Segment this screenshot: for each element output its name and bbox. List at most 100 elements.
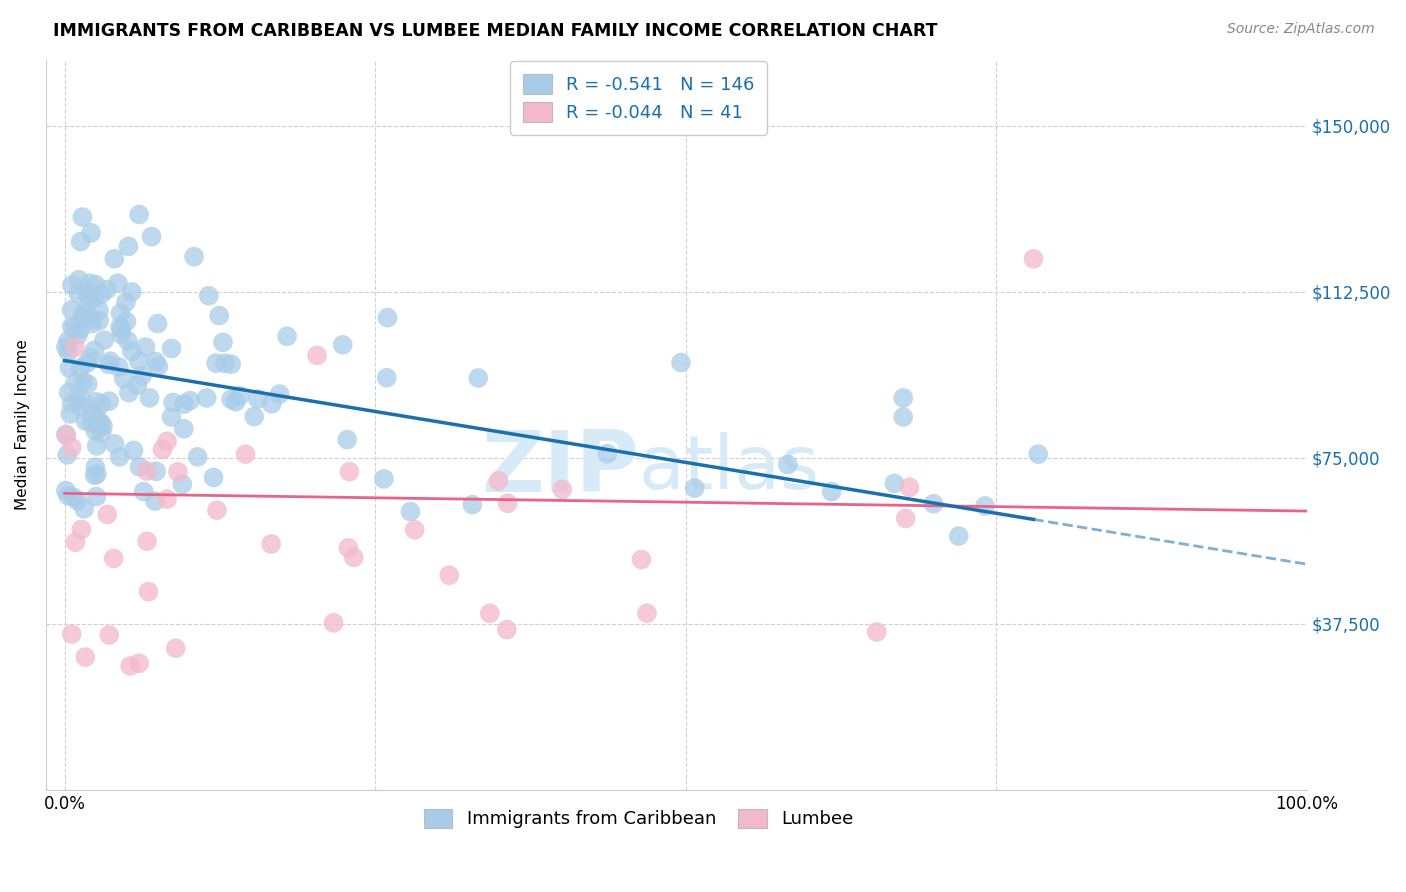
Point [58,344,80,359]
Point [69,322,91,336]
Point [148,359,170,374]
Point [86,467,108,482]
Point [55,427,77,442]
Point [110,327,132,342]
Point [104,437,127,451]
Point [205,503,228,517]
Point [58,385,80,400]
Point [76,356,98,370]
Point [138,584,160,599]
Point [91,419,114,434]
Point [83,292,105,306]
Point [90,425,112,440]
Point [80,407,103,421]
Point [669,355,692,369]
Point [173,397,195,411]
Point [235,447,257,461]
Point [187,450,209,464]
Point [214,356,236,370]
Point [336,433,359,447]
Point [131,368,153,383]
Point [135,464,157,478]
Point [630,552,652,566]
Point [73,501,96,516]
Point [76,287,98,301]
Point [219,357,242,371]
Point [55,340,77,354]
Point [260,397,283,411]
Point [337,541,360,555]
Point [55,483,77,498]
Point [108,320,131,334]
Point [146,317,169,331]
Point [72,307,94,321]
Point [776,458,799,472]
Point [134,340,156,354]
Point [307,348,329,362]
Point [60,441,83,455]
Point [87,303,110,318]
Point [79,277,101,291]
Point [60,319,83,334]
Point [70,400,93,414]
Point [150,442,173,457]
Point [59,407,82,421]
Point [145,464,167,478]
Point [208,309,231,323]
Point [156,492,179,507]
Point [143,494,166,508]
Point [461,498,484,512]
Point [75,414,97,428]
Point [98,628,121,642]
Point [467,371,489,385]
Point [219,392,242,407]
Point [72,310,94,324]
Point [120,659,142,673]
Point [83,343,105,358]
Point [70,522,93,536]
Point [339,465,361,479]
Point [67,273,90,287]
Point [551,483,574,497]
Point [165,641,187,656]
Point [894,511,917,525]
Point [866,624,889,639]
Point [141,229,163,244]
Point [118,385,141,400]
Point [229,389,252,403]
Point [84,277,107,292]
Point [269,387,291,401]
Point [86,439,108,453]
Point [205,356,228,370]
Point [84,394,107,409]
Legend: Immigrants from Caribbean, Lumbee: Immigrants from Caribbean, Lumbee [416,801,860,836]
Point [66,328,89,343]
Point [496,496,519,510]
Point [80,416,103,430]
Point [60,302,83,317]
Point [128,459,150,474]
Point [636,606,658,620]
Point [96,283,118,297]
Point [72,210,94,224]
Point [115,314,138,328]
Point [82,317,104,331]
Point [107,360,129,375]
Point [898,480,921,494]
Point [66,493,89,508]
Point [108,450,131,464]
Point [69,235,91,249]
Point [93,333,115,347]
Point [89,313,111,327]
Point [65,375,87,389]
Point [98,354,121,368]
Point [84,460,107,475]
Point [75,303,97,318]
Point [132,484,155,499]
Text: ZIP: ZIP [481,427,638,510]
Point [160,410,183,425]
Point [179,393,201,408]
Point [117,239,139,253]
Point [86,411,108,425]
Point [343,550,366,565]
